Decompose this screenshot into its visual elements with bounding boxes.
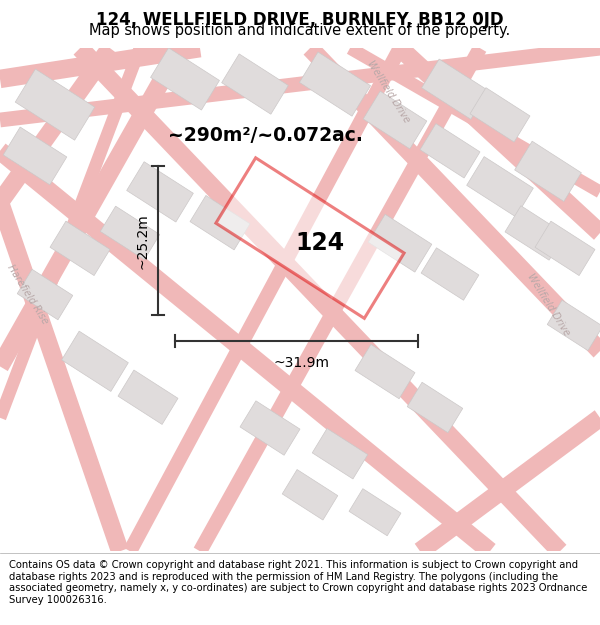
Text: Wellfield Drive: Wellfield Drive [525,272,571,338]
Text: Wellfield Drive: Wellfield Drive [365,58,411,124]
Polygon shape [515,141,581,201]
Polygon shape [355,344,415,399]
Polygon shape [194,44,486,555]
Polygon shape [0,39,202,88]
Polygon shape [221,54,289,114]
Polygon shape [547,300,600,351]
Polygon shape [3,127,67,185]
Text: Map shows position and indicative extent of the property.: Map shows position and indicative extent… [89,22,511,38]
Polygon shape [0,199,128,554]
Polygon shape [420,124,480,178]
Polygon shape [216,158,404,318]
Polygon shape [415,410,600,559]
Polygon shape [62,331,128,391]
Text: 124, WELLFIELD DRIVE, BURNLEY, BB12 0JD: 124, WELLFIELD DRIVE, BURNLEY, BB12 0JD [96,11,504,29]
Text: 124: 124 [295,231,344,255]
Polygon shape [100,206,160,260]
Polygon shape [17,269,73,320]
Polygon shape [368,214,432,272]
Polygon shape [535,221,595,276]
Polygon shape [50,221,110,276]
Polygon shape [15,69,95,140]
Polygon shape [0,144,496,559]
Polygon shape [422,59,488,119]
Polygon shape [299,52,371,116]
Polygon shape [124,44,406,555]
Polygon shape [394,41,600,240]
Polygon shape [312,429,368,479]
Polygon shape [282,469,338,520]
Polygon shape [505,206,565,260]
Polygon shape [407,382,463,432]
Polygon shape [74,42,566,558]
Polygon shape [118,370,178,424]
Polygon shape [470,88,530,142]
Polygon shape [467,157,533,217]
Text: Harefield Rise: Harefield Rise [5,263,50,326]
Polygon shape [347,42,600,198]
Polygon shape [363,91,427,149]
Polygon shape [151,48,220,110]
Polygon shape [240,401,300,455]
Text: ~25.2m: ~25.2m [136,213,150,269]
Polygon shape [190,196,250,250]
Polygon shape [0,42,117,208]
Polygon shape [304,42,600,357]
Text: ~290m²/~0.072ac.: ~290m²/~0.072ac. [168,126,363,145]
Polygon shape [349,489,401,536]
Text: ~31.9m: ~31.9m [274,356,329,370]
Polygon shape [0,46,146,420]
Polygon shape [127,162,193,222]
Polygon shape [0,41,600,127]
Text: Contains OS data © Crown copyright and database right 2021. This information is : Contains OS data © Crown copyright and d… [9,560,587,605]
Polygon shape [0,44,188,371]
Polygon shape [421,248,479,300]
